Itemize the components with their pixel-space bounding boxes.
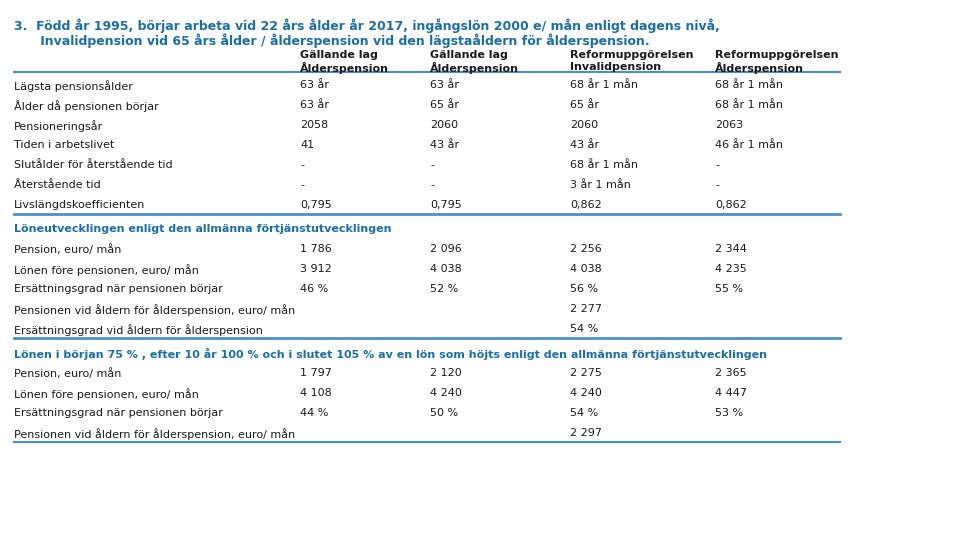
Text: 2 096: 2 096 (430, 244, 462, 254)
Text: 3 912: 3 912 (300, 264, 332, 274)
Text: Livslängdskoefficienten: Livslängdskoefficienten (14, 200, 145, 210)
Text: Pensionen vid åldern för ålderspension, euro/ mån: Pensionen vid åldern för ålderspension, … (14, 304, 296, 316)
Text: 55 %: 55 % (715, 284, 743, 294)
Text: 4 240: 4 240 (570, 388, 602, 398)
Text: 4 108: 4 108 (300, 388, 332, 398)
Text: 63 år: 63 år (430, 80, 459, 90)
Text: Löneutvecklingen enligt den allmänna förtjänstutvecklingen: Löneutvecklingen enligt den allmänna för… (14, 224, 392, 234)
Text: 4 447: 4 447 (715, 388, 747, 398)
Text: 68 år 1 mån: 68 år 1 mån (715, 100, 783, 110)
Text: Lägsta pensionsålder: Lägsta pensionsålder (14, 80, 132, 92)
Text: 2060: 2060 (570, 120, 598, 130)
Text: 2058: 2058 (300, 120, 328, 130)
Text: Ålderspension: Ålderspension (715, 62, 804, 74)
Text: 43 år: 43 år (570, 140, 599, 150)
Text: 2 344: 2 344 (715, 244, 747, 254)
Text: Lönen före pensionen, euro/ mån: Lönen före pensionen, euro/ mån (14, 388, 199, 400)
Text: 3.  Född år 1995, börjar arbeta vid 22 års ålder år 2017, ingångslön 2000 e/ mån: 3. Född år 1995, börjar arbeta vid 22 år… (14, 18, 720, 33)
Text: 52 %: 52 % (430, 284, 458, 294)
Text: 68 år 1 mån: 68 år 1 mån (570, 80, 638, 90)
Text: Ålder då pensionen börjar: Ålder då pensionen börjar (14, 100, 158, 112)
Text: 4 038: 4 038 (430, 264, 462, 274)
Text: 50 %: 50 % (430, 408, 458, 418)
Text: 0,795: 0,795 (300, 200, 332, 210)
Text: 4 240: 4 240 (430, 388, 462, 398)
Text: Återstående tid: Återstående tid (14, 180, 101, 190)
Text: 44 %: 44 % (300, 408, 328, 418)
Text: Lönen före pensionen, euro/ mån: Lönen före pensionen, euro/ mån (14, 264, 199, 276)
Text: Reformuppgörelsen: Reformuppgörelsen (570, 50, 693, 60)
Text: Invalidpension: Invalidpension (570, 62, 661, 72)
Text: 54 %: 54 % (570, 408, 598, 418)
Text: Pensionen vid åldern för ålderspension, euro/ mån: Pensionen vid åldern för ålderspension, … (14, 428, 296, 440)
Text: Ersättningsgrad vid åldern för ålderspension: Ersättningsgrad vid åldern för ålderspen… (14, 324, 263, 336)
Text: 1 797: 1 797 (300, 368, 332, 378)
Text: -: - (430, 180, 434, 190)
Text: 0,862: 0,862 (715, 200, 747, 210)
Text: Ersättningsgrad när pensionen börjar: Ersättningsgrad när pensionen börjar (14, 408, 223, 418)
Text: 53 %: 53 % (715, 408, 743, 418)
Text: 41: 41 (300, 140, 314, 150)
Text: Pensioneringsår: Pensioneringsår (14, 120, 104, 132)
Text: 1 786: 1 786 (300, 244, 332, 254)
Text: 46 år 1 mån: 46 år 1 mån (715, 140, 783, 150)
Text: -: - (430, 160, 434, 170)
Text: 68 år 1 mån: 68 år 1 mån (715, 80, 783, 90)
Text: 46 %: 46 % (300, 284, 328, 294)
Text: 0,862: 0,862 (570, 200, 602, 210)
Text: -: - (715, 180, 719, 190)
Text: Invalidpension vid 65 års ålder / ålderspension vid den lägstaåldern för åldersp: Invalidpension vid 65 års ålder / ålders… (14, 33, 650, 48)
Text: 43 år: 43 år (430, 140, 459, 150)
Text: 4 038: 4 038 (570, 264, 602, 274)
Text: -: - (715, 160, 719, 170)
Text: Gällande lag: Gällande lag (300, 50, 378, 60)
Text: 2 120: 2 120 (430, 368, 462, 378)
Text: -: - (300, 180, 304, 190)
Text: 2 297: 2 297 (570, 428, 602, 438)
Text: 4 235: 4 235 (715, 264, 747, 274)
Text: Gällande lag: Gällande lag (430, 50, 508, 60)
Text: 54 %: 54 % (570, 324, 598, 334)
Text: 3 år 1 mån: 3 år 1 mån (570, 180, 631, 190)
Text: Tiden i arbetslivet: Tiden i arbetslivet (14, 140, 114, 150)
Text: 2 365: 2 365 (715, 368, 747, 378)
Text: Ålderspension: Ålderspension (300, 62, 389, 74)
Text: 2 277: 2 277 (570, 304, 602, 314)
Text: 2063: 2063 (715, 120, 743, 130)
Text: 0,795: 0,795 (430, 200, 462, 210)
Text: -: - (300, 160, 304, 170)
Text: Pension, euro/ mån: Pension, euro/ mån (14, 368, 121, 379)
Text: Ersättningsgrad när pensionen börjar: Ersättningsgrad när pensionen börjar (14, 284, 223, 294)
Text: 56 %: 56 % (570, 284, 598, 294)
Text: Reformuppgörelsen: Reformuppgörelsen (715, 50, 838, 60)
Text: 68 år 1 mån: 68 år 1 mån (570, 160, 638, 170)
Text: 65 år: 65 år (570, 100, 599, 110)
Text: 2060: 2060 (430, 120, 458, 130)
Text: 63 år: 63 år (300, 100, 329, 110)
Text: 2 275: 2 275 (570, 368, 602, 378)
Text: Slutålder för återstående tid: Slutålder för återstående tid (14, 160, 173, 170)
Text: 2 256: 2 256 (570, 244, 602, 254)
Text: Lönen i början 75 % , efter 10 år 100 % och i slutet 105 % av en lön som höjts e: Lönen i början 75 % , efter 10 år 100 % … (14, 348, 767, 360)
Text: 65 år: 65 år (430, 100, 459, 110)
Text: Pension, euro/ mån: Pension, euro/ mån (14, 244, 121, 255)
Text: Ålderspension: Ålderspension (430, 62, 519, 74)
Text: 63 år: 63 år (300, 80, 329, 90)
